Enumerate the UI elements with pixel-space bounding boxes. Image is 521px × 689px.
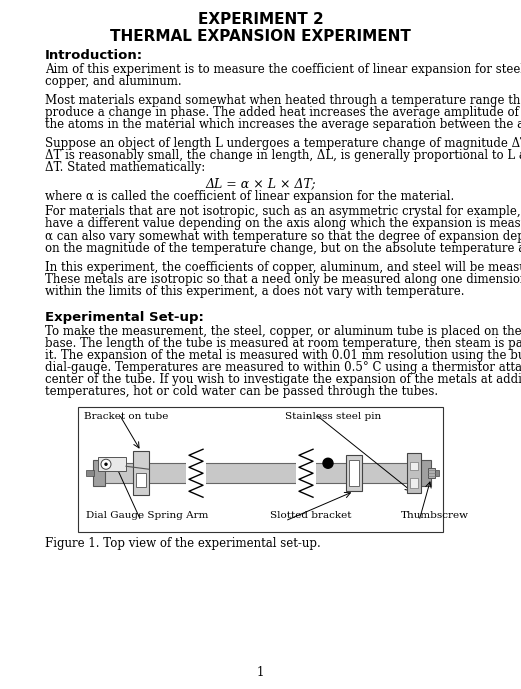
Text: ΔT. Stated mathematically:: ΔT. Stated mathematically:: [45, 161, 205, 174]
Text: ΔT is reasonably small, the change in length, ΔL, is generally proportional to L: ΔT is reasonably small, the change in le…: [45, 150, 521, 163]
Text: temperatures, hot or cold water can be passed through the tubes.: temperatures, hot or cold water can be p…: [45, 385, 438, 398]
Text: Figure 1. Top view of the experimental set-up.: Figure 1. Top view of the experimental s…: [45, 537, 321, 550]
Text: it. The expansion of the metal is measured with 0.01 mm resolution using the bui: it. The expansion of the metal is measur…: [45, 349, 521, 362]
Text: Suppose an object of length L undergoes a temperature change of magnitude ΔT. If: Suppose an object of length L undergoes …: [45, 137, 521, 150]
Circle shape: [323, 458, 333, 469]
Text: EXPERIMENT 2: EXPERIMENT 2: [197, 12, 324, 27]
Text: α can also vary somewhat with temperature so that the degree of expansion depend: α can also vary somewhat with temperatur…: [45, 230, 521, 243]
Text: have a different value depending on the axis along which the expansion is measur: have a different value depending on the …: [45, 216, 521, 229]
Polygon shape: [189, 449, 206, 497]
Text: copper, and aluminum.: copper, and aluminum.: [45, 75, 182, 88]
Text: on the magnitude of the temperature change, but on the absolute temperature as w: on the magnitude of the temperature chan…: [45, 242, 521, 255]
Polygon shape: [299, 449, 316, 497]
Text: Bracket on tube: Bracket on tube: [84, 412, 168, 421]
Bar: [103, 463, 421, 483]
Text: Dial Gauge Spring Arm: Dial Gauge Spring Arm: [86, 511, 208, 520]
Polygon shape: [296, 449, 313, 497]
Text: Most materials expand somewhat when heated through a temperature range that does: Most materials expand somewhat when heat…: [45, 94, 521, 107]
Bar: [407, 453, 421, 493]
Text: For materials that are not isotropic, such as an asymmetric crystal for example,: For materials that are not isotropic, su…: [45, 205, 521, 218]
Text: Introduction:: Introduction:: [45, 49, 143, 62]
Text: ΔL = α × L × ΔT;: ΔL = α × L × ΔT;: [205, 177, 316, 190]
Text: To make the measurement, the steel, copper, or aluminum tube is placed on the ex: To make the measurement, the steel, copp…: [45, 325, 521, 338]
Text: Thumbscrew: Thumbscrew: [401, 511, 469, 520]
Text: Stainless steel pin: Stainless steel pin: [285, 412, 381, 421]
Text: produce a change in phase. The added heat increases the average amplitude of vib: produce a change in phase. The added hea…: [45, 106, 521, 119]
Bar: [187, 449, 205, 497]
Polygon shape: [186, 449, 203, 497]
Text: where α is called the coefficient of linear expansion for the material.: where α is called the coefficient of lin…: [45, 190, 454, 203]
Bar: [410, 478, 418, 489]
Bar: [136, 473, 146, 487]
Text: THERMAL EXPANSION EXPERIMENT: THERMAL EXPANSION EXPERIMENT: [110, 29, 411, 44]
Bar: [410, 462, 418, 471]
Bar: [86, 471, 94, 476]
Text: 1: 1: [257, 666, 264, 679]
Bar: [431, 471, 439, 476]
Bar: [349, 460, 359, 486]
Text: dial-gauge. Temperatures are measured to within 0.5° C using a thermistor attach: dial-gauge. Temperatures are measured to…: [45, 362, 521, 374]
Text: Slotted bracket: Slotted bracket: [270, 511, 352, 520]
Bar: [133, 451, 149, 495]
Circle shape: [105, 463, 107, 465]
Bar: [98, 457, 126, 471]
Circle shape: [101, 460, 111, 469]
Bar: [93, 460, 105, 486]
Text: center of the tube. If you wish to investigate the expansion of the metals at ad: center of the tube. If you wish to inves…: [45, 373, 521, 387]
Bar: [297, 449, 315, 497]
Text: These metals are isotropic so that a need only be measured along one dimension. : These metals are isotropic so that a nee…: [45, 273, 521, 286]
Bar: [346, 455, 362, 491]
Bar: [428, 469, 435, 478]
Text: within the limits of this experiment, a does not vary with temperature.: within the limits of this experiment, a …: [45, 285, 465, 298]
Bar: [78, 407, 443, 532]
Text: base. The length of the tube is measured at room temperature, then steam is pass: base. The length of the tube is measured…: [45, 338, 521, 351]
Text: the atoms in the material which increases the average separation between the ato: the atoms in the material which increase…: [45, 119, 521, 131]
Text: Experimental Set-up:: Experimental Set-up:: [45, 311, 204, 325]
Bar: [419, 460, 431, 486]
Text: In this experiment, the coefficients of copper, aluminum, and steel will be meas: In this experiment, the coefficients of …: [45, 261, 521, 274]
Text: Aim of this experiment is to measure the coefficient of linear expansion for ste: Aim of this experiment is to measure the…: [45, 63, 521, 76]
